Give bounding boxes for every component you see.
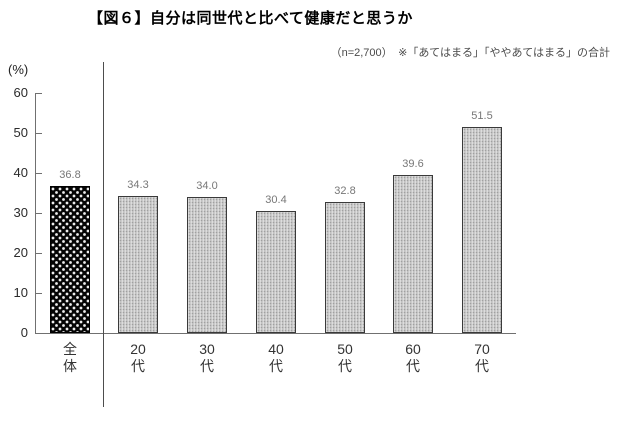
bar-30代 — [187, 197, 227, 333]
x-category-label: 20 代 — [130, 341, 146, 374]
bar-50代 — [325, 202, 365, 333]
x-category-label: 60 代 — [405, 341, 421, 374]
bar-value-label: 34.3 — [127, 179, 149, 191]
y-axis-line — [35, 93, 36, 333]
y-tick-mark — [36, 173, 42, 174]
y-tick-mark — [36, 213, 42, 214]
y-tick-label: 10 — [13, 285, 28, 300]
y-tick-label: 30 — [13, 205, 28, 220]
x-category-label: 70 代 — [474, 341, 490, 374]
bar-40代 — [256, 211, 296, 333]
overall-separator-line — [103, 62, 104, 407]
x-category-label: 40 代 — [268, 341, 284, 374]
sample-size-note: （n=2,700） ※「あてはまる」「ややあてはまる」の合計 — [330, 47, 610, 59]
bar-value-label: 34.0 — [196, 180, 218, 192]
y-tick-mark — [36, 133, 42, 134]
x-category-label: 全 体 — [63, 341, 77, 374]
y-tick-label: 20 — [13, 245, 28, 260]
y-axis-unit-label: (%) — [8, 62, 29, 77]
y-tick-mark — [36, 333, 42, 334]
bar-value-label: 32.8 — [334, 185, 356, 197]
y-tick-label: 40 — [13, 165, 28, 180]
y-tick-mark — [36, 93, 42, 94]
y-tick-label: 60 — [13, 85, 28, 100]
chart-title: 【図６】自分は同世代と比べて健康だと思うか — [88, 10, 413, 27]
x-axis-line — [35, 333, 516, 334]
bar-value-label: 36.8 — [59, 169, 81, 181]
bar-value-label: 51.5 — [471, 110, 493, 122]
x-category-label: 30 代 — [199, 341, 215, 374]
bar-全体 — [50, 186, 90, 333]
y-tick-mark — [36, 253, 42, 254]
y-tick-label: 50 — [13, 125, 28, 140]
x-category-label: 50 代 — [337, 341, 353, 374]
y-tick-label: 0 — [20, 325, 28, 340]
y-tick-mark — [36, 293, 42, 294]
bar-value-label: 30.4 — [265, 194, 287, 206]
bar-60代 — [393, 175, 433, 333]
bar-70代 — [462, 127, 502, 333]
bar-value-label: 39.6 — [402, 158, 424, 170]
bar-20代 — [118, 196, 158, 333]
